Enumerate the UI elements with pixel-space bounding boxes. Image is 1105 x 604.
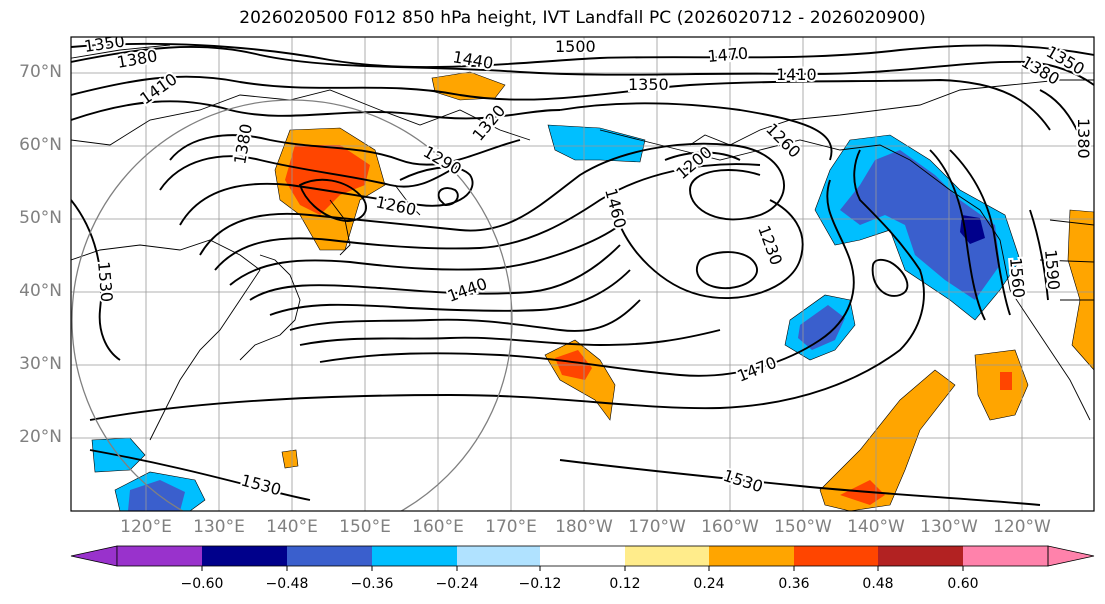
positive-anomaly-region xyxy=(281,449,299,469)
positive-anomaly-region xyxy=(819,369,956,511)
positive-anomaly-core xyxy=(1000,372,1012,390)
lon-label-120w: 120°W xyxy=(993,517,1051,537)
colorbar-tick-label: −0.48 xyxy=(265,576,309,592)
map-frame xyxy=(70,36,1095,512)
positive-anomaly-core xyxy=(840,480,885,505)
lon-label-140w: 140°W xyxy=(847,517,905,537)
lat-label-30n: 30°N xyxy=(19,354,62,374)
lon-label-170e: 170°E xyxy=(485,517,537,537)
negative-anomaly-region xyxy=(547,124,646,163)
map-title: 2026020500 F012 850 hPa height, IVT Land… xyxy=(239,8,926,28)
lon-label-140e: 140°E xyxy=(266,517,318,537)
lon-label-130w: 130°W xyxy=(920,517,978,537)
lat-label-50n: 50°N xyxy=(19,208,62,228)
colorbar-tick-label: −0.36 xyxy=(350,576,394,592)
colorbar-tick-label: −0.60 xyxy=(180,576,224,592)
colorbar-tick-label: 0.60 xyxy=(947,576,979,592)
height-contours xyxy=(71,42,1094,506)
lat-label-70n: 70°N xyxy=(19,62,62,82)
lat-label-60n: 60°N xyxy=(19,135,62,155)
contour-label: 1410 xyxy=(776,65,817,84)
contour-label: 1470 xyxy=(707,44,749,66)
map-plot-area: 1350 1380 1410 1440 1500 1470 1350 1410 … xyxy=(71,37,1094,511)
lon-label-160e: 160°E xyxy=(412,517,464,537)
contour-label: 1500 xyxy=(555,37,596,56)
negative-anomaly-core xyxy=(840,150,1000,300)
contour-label: 1530 xyxy=(94,261,116,303)
colorbar-tick-label: 0.48 xyxy=(862,576,894,592)
colorbar-tick-label: 0.24 xyxy=(693,576,725,592)
contour-label: 1560 xyxy=(1006,257,1028,299)
contour-label: 1350 xyxy=(628,75,669,94)
contour-label: 1380 xyxy=(1074,118,1093,159)
lon-label-170w: 170°W xyxy=(628,517,686,537)
lon-label-130e: 130°E xyxy=(193,517,245,537)
lon-label-150e: 150°E xyxy=(339,517,391,537)
positive-anomaly-region xyxy=(1067,209,1094,371)
colorbar-tick-label: 0.36 xyxy=(778,576,810,592)
colorbar-tick-label: −0.24 xyxy=(435,576,479,592)
lon-label-120e: 120°E xyxy=(120,517,172,537)
ivt-shading xyxy=(91,71,1094,511)
lat-label-40n: 40°N xyxy=(19,281,62,301)
colorbar-tick-label: 0.12 xyxy=(609,576,641,592)
lon-label-180w: 180°W xyxy=(555,517,613,537)
coastlines xyxy=(71,44,1094,441)
colorbar-tick-label: −0.12 xyxy=(518,576,562,592)
radius-circle xyxy=(71,99,513,511)
negative-anomaly-core xyxy=(798,305,845,350)
graticule xyxy=(71,37,1094,511)
lon-label-150w: 150°W xyxy=(774,517,832,537)
lat-label-20n: 20°N xyxy=(19,427,62,447)
contour-label: 1590 xyxy=(1041,249,1063,291)
lon-label-160w: 160°W xyxy=(701,517,759,537)
